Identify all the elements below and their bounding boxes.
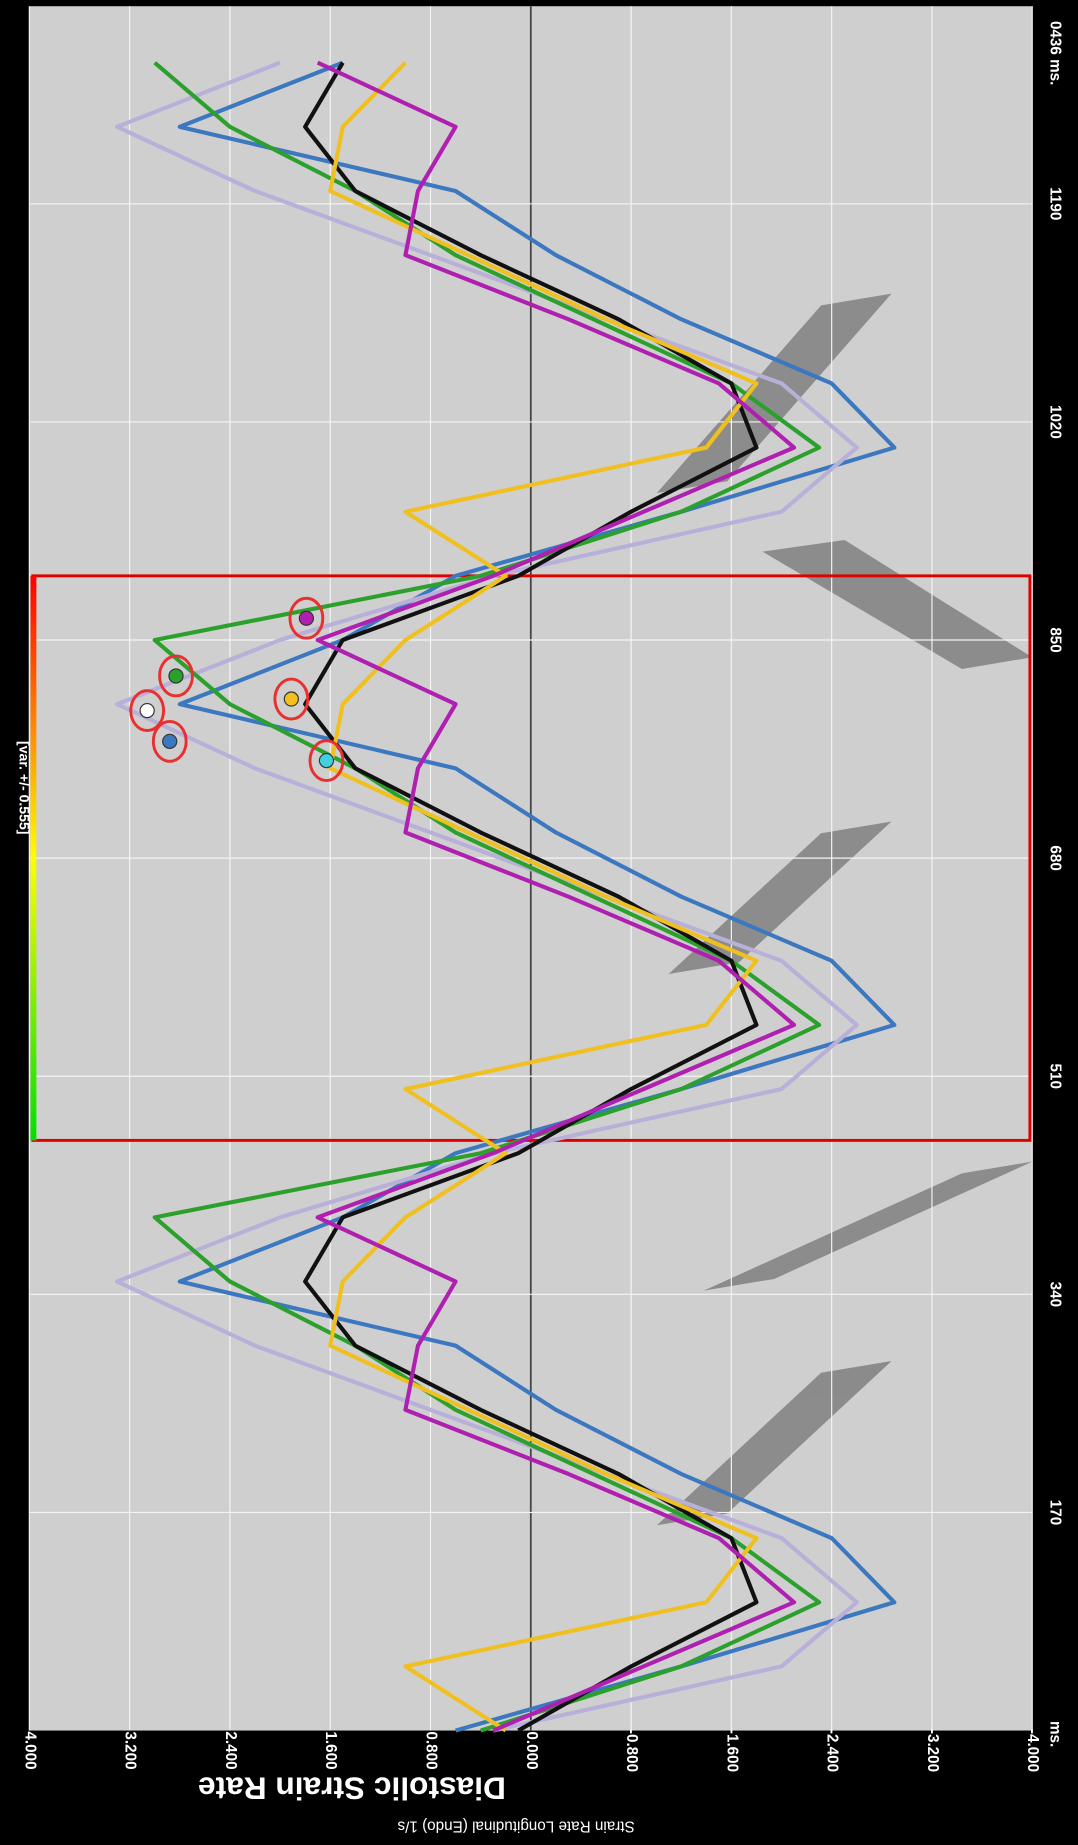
y-tick-label: -3.200 xyxy=(924,1729,941,1772)
colorbar-label: [var. +/- 0.555] xyxy=(17,741,33,834)
x-tick-label: 1020 xyxy=(1047,405,1064,439)
y-tick-label: -4.000 xyxy=(1024,1729,1041,1772)
peak-marker xyxy=(140,704,154,718)
x-axis-label: ms. xyxy=(1047,1721,1064,1747)
y-tick-label: 3.200 xyxy=(122,1731,139,1769)
y-tick-label: 1.600 xyxy=(322,1731,339,1769)
x-tick-label: 340 xyxy=(1047,1282,1064,1307)
chart-title: Diastolic Strain Rate xyxy=(198,1770,506,1806)
y-tick-label: 4.000 xyxy=(21,1731,38,1769)
y-tick-label: 0.800 xyxy=(422,1731,439,1769)
x-tick-label: 1190 xyxy=(1047,187,1064,220)
peak-marker xyxy=(299,611,313,625)
x-tick-label: 510 xyxy=(1047,1064,1064,1089)
peak-marker xyxy=(319,754,333,768)
y-tick-label: -0.800 xyxy=(623,1729,640,1772)
y-axis-label: Strain Rate Longitudinal (Endo) 1/s xyxy=(397,1818,635,1835)
peak-marker xyxy=(169,669,183,683)
y-tick-label: 0.000 xyxy=(523,1731,540,1769)
y-tick-label: -1.600 xyxy=(723,1729,740,1772)
peak-marker xyxy=(163,734,177,748)
colorbar xyxy=(30,576,36,1141)
time-readout: 0436 ms. xyxy=(1047,21,1064,85)
x-tick-label: 170 xyxy=(1047,1500,1064,1525)
x-tick-label: 850 xyxy=(1047,627,1064,652)
y-tick-label: -2.400 xyxy=(824,1729,841,1772)
y-tick-label: 2.400 xyxy=(222,1731,239,1769)
chart: 4.000 3.200 2.400 1.600 0.800 0.000 -0.800 -1.6… xyxy=(0,0,1078,1840)
x-tick-label: 680 xyxy=(1047,845,1064,870)
peak-marker xyxy=(284,692,298,706)
